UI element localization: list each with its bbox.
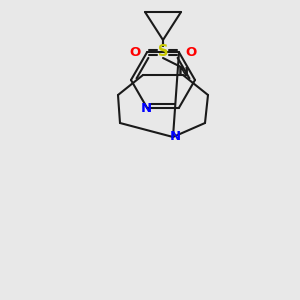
Text: O: O <box>185 46 197 59</box>
Text: N: N <box>177 67 189 80</box>
Text: N: N <box>140 102 152 115</box>
Text: S: S <box>158 44 168 59</box>
Text: O: O <box>129 46 141 59</box>
Text: N: N <box>169 130 181 143</box>
